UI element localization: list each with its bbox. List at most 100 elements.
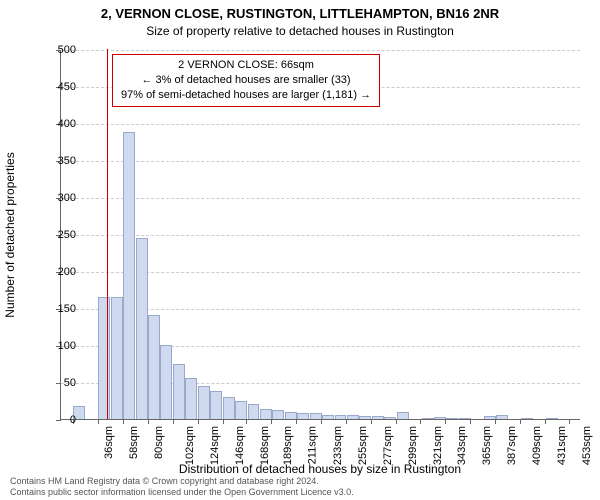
y-tick-label: 150 bbox=[36, 303, 76, 315]
histogram-bar bbox=[546, 418, 558, 419]
histogram-bar bbox=[322, 415, 334, 419]
x-tick-label: 431sqm bbox=[556, 426, 568, 465]
histogram-bar bbox=[347, 415, 359, 419]
y-tick-label: 0 bbox=[36, 414, 76, 426]
histogram-bar bbox=[235, 401, 247, 420]
x-tick-mark bbox=[173, 419, 174, 424]
x-tick-label: 233sqm bbox=[332, 426, 344, 465]
x-tick-mark bbox=[223, 419, 224, 424]
x-tick-mark bbox=[198, 419, 199, 424]
x-tick-label: 343sqm bbox=[457, 426, 469, 465]
footer-line1: Contains HM Land Registry data © Crown c… bbox=[10, 476, 354, 487]
x-tick-label: 189sqm bbox=[283, 426, 295, 465]
x-tick-mark bbox=[420, 419, 421, 424]
x-tick-label: 277sqm bbox=[382, 426, 394, 465]
grid-line bbox=[61, 50, 580, 51]
x-tick-mark bbox=[271, 419, 272, 424]
histogram-bar bbox=[173, 364, 185, 420]
x-tick-mark bbox=[148, 419, 149, 424]
x-tick-mark bbox=[495, 419, 496, 424]
reference-marker-line bbox=[107, 49, 108, 419]
y-tick-label: 200 bbox=[36, 266, 76, 278]
annotation-line2: ← 3% of detached houses are smaller (33) bbox=[121, 73, 371, 88]
histogram-bar bbox=[98, 297, 110, 419]
y-tick-label: 100 bbox=[36, 340, 76, 352]
histogram-bar bbox=[198, 386, 210, 419]
y-tick-label: 400 bbox=[36, 118, 76, 130]
x-tick-label: 409sqm bbox=[531, 426, 543, 465]
histogram-bar bbox=[210, 391, 222, 419]
x-tick-label: 365sqm bbox=[481, 426, 493, 465]
x-tick-mark bbox=[321, 419, 322, 424]
x-tick-label: 321sqm bbox=[432, 426, 444, 465]
histogram-bar bbox=[136, 238, 148, 419]
histogram-bar bbox=[359, 416, 371, 419]
y-tick-label: 450 bbox=[36, 81, 76, 93]
x-tick-label: 387sqm bbox=[506, 426, 518, 465]
y-tick-label: 300 bbox=[36, 192, 76, 204]
histogram-bar bbox=[434, 417, 446, 419]
histogram-bar bbox=[384, 417, 396, 419]
annotation-box: 2 VERNON CLOSE: 66sqm ← 3% of detached h… bbox=[112, 54, 380, 107]
grid-line bbox=[61, 235, 580, 236]
x-tick-label: 58sqm bbox=[128, 426, 140, 459]
histogram-bar bbox=[422, 418, 434, 419]
x-tick-mark bbox=[371, 419, 372, 424]
x-tick-label: 168sqm bbox=[259, 426, 271, 465]
histogram-bar bbox=[223, 397, 235, 419]
y-tick-label: 500 bbox=[36, 44, 76, 56]
histogram-bar bbox=[496, 415, 508, 419]
x-tick-mark bbox=[346, 419, 347, 424]
chart-title-line1: 2, VERNON CLOSE, RUSTINGTON, LITTLEHAMPT… bbox=[0, 6, 600, 21]
x-tick-mark bbox=[545, 419, 546, 424]
x-tick-label: 299sqm bbox=[407, 426, 419, 465]
x-tick-label: 211sqm bbox=[307, 426, 319, 464]
grid-line bbox=[61, 124, 580, 125]
histogram-bar bbox=[148, 315, 160, 419]
histogram-bar bbox=[310, 413, 322, 419]
histogram-bar bbox=[272, 410, 284, 419]
x-tick-label: 102sqm bbox=[184, 426, 196, 465]
x-tick-mark bbox=[569, 419, 570, 424]
x-tick-mark bbox=[470, 419, 471, 424]
histogram-bar bbox=[446, 418, 458, 419]
y-tick-label: 50 bbox=[36, 377, 76, 389]
histogram-bar bbox=[335, 415, 347, 419]
annotation-line1: 2 VERNON CLOSE: 66sqm bbox=[121, 58, 371, 73]
histogram-bar bbox=[285, 412, 297, 419]
histogram-bar bbox=[459, 418, 471, 419]
histogram-bar bbox=[372, 416, 384, 419]
y-tick-label: 250 bbox=[36, 229, 76, 241]
histogram-bar bbox=[521, 418, 533, 419]
y-axis-label: Number of detached properties bbox=[3, 152, 17, 317]
x-tick-mark bbox=[246, 419, 247, 424]
grid-line bbox=[61, 198, 580, 199]
x-tick-label: 80sqm bbox=[153, 426, 165, 459]
x-tick-label: 255sqm bbox=[357, 426, 369, 465]
annotation-line3: 97% of semi-detached houses are larger (… bbox=[121, 88, 371, 103]
histogram-bar bbox=[111, 297, 123, 419]
x-tick-mark bbox=[123, 419, 124, 424]
x-tick-mark bbox=[396, 419, 397, 424]
histogram-bar bbox=[123, 132, 135, 419]
histogram-bar bbox=[260, 409, 272, 419]
histogram-bar bbox=[160, 345, 172, 419]
x-tick-mark bbox=[520, 419, 521, 424]
x-tick-label: 36sqm bbox=[103, 426, 115, 459]
y-tick-label: 350 bbox=[36, 155, 76, 167]
x-tick-mark bbox=[98, 419, 99, 424]
histogram-bar bbox=[397, 412, 409, 419]
histogram-bar bbox=[297, 413, 309, 419]
x-tick-mark bbox=[445, 419, 446, 424]
x-tick-label: 124sqm bbox=[209, 426, 221, 465]
histogram-bar bbox=[484, 416, 496, 419]
x-axis-label: Distribution of detached houses by size … bbox=[60, 462, 580, 476]
x-tick-label: 146sqm bbox=[234, 426, 246, 465]
footer-attribution: Contains HM Land Registry data © Crown c… bbox=[10, 476, 354, 498]
x-tick-mark bbox=[296, 419, 297, 424]
histogram-chart: 2, VERNON CLOSE, RUSTINGTON, LITTLEHAMPT… bbox=[0, 0, 600, 500]
histogram-bar bbox=[185, 378, 197, 419]
histogram-bar bbox=[248, 404, 260, 419]
footer-line2: Contains public sector information licen… bbox=[10, 487, 354, 498]
x-tick-label: 453sqm bbox=[581, 426, 593, 465]
